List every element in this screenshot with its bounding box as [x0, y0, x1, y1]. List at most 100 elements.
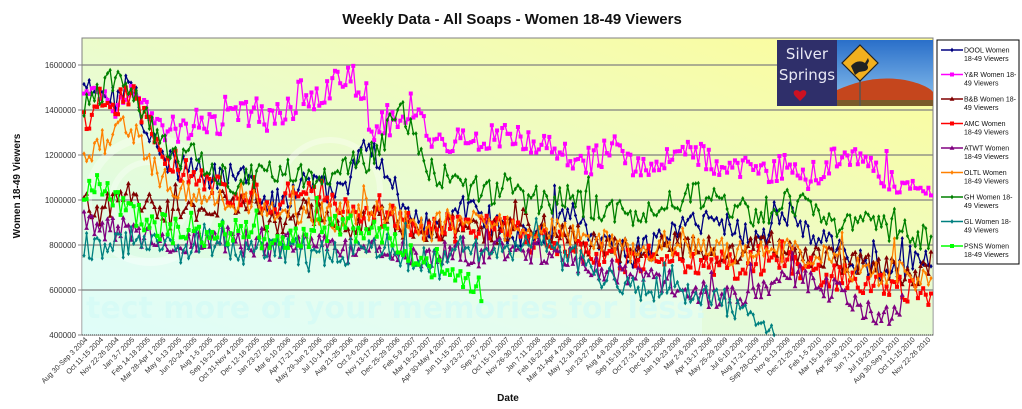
yr-series-point — [547, 134, 552, 139]
amc-series-point — [722, 259, 727, 264]
oltl-series-point — [477, 213, 481, 219]
amc-series-point — [197, 178, 202, 183]
gl-series-point — [218, 241, 222, 247]
oltl-series-point — [393, 205, 397, 211]
gl-series-point — [474, 237, 478, 243]
bb-series-point — [559, 222, 565, 227]
psns-series-point — [471, 290, 476, 295]
yr-series-point — [732, 158, 737, 163]
gl-series-point — [592, 271, 596, 277]
dool-series-point — [126, 79, 131, 85]
dool-series-point — [92, 89, 97, 94]
oltl-series-point — [142, 156, 146, 162]
psns-series-point — [314, 195, 319, 200]
atwt-series-point — [831, 276, 837, 282]
bb-series-point — [86, 208, 92, 213]
oltl-series-point — [398, 208, 402, 214]
atwt-series-point — [222, 248, 228, 254]
atwt-series-point — [133, 228, 139, 233]
gh-series-point — [398, 102, 402, 107]
oltl-series-point — [898, 259, 902, 265]
dool-series-point — [456, 210, 460, 216]
bb-series-point — [126, 180, 131, 186]
gh-series-point — [837, 228, 842, 233]
atwt-series-point — [633, 276, 638, 281]
dool-series-point — [911, 266, 915, 271]
gl-series-point — [456, 241, 460, 246]
gl-series-point — [563, 249, 567, 254]
bb-series-point — [196, 207, 202, 212]
gl-series-point — [573, 243, 578, 249]
dool-series-point — [913, 250, 917, 255]
dool-series-point — [390, 185, 395, 191]
gh-series-point — [858, 213, 863, 219]
gh-series-point — [435, 182, 439, 188]
legend-swatch-point — [950, 121, 954, 126]
gh-series-point — [469, 183, 473, 188]
amc-series-point — [257, 198, 262, 203]
atwt-series-point — [126, 222, 131, 227]
oltl-series-point — [628, 259, 632, 265]
oltl-series-point — [275, 214, 280, 220]
dool-series-point — [542, 240, 546, 245]
oltl-series-point — [500, 223, 504, 229]
gh-series-point — [317, 174, 321, 180]
oltl-series-point — [571, 223, 575, 229]
yr-series-point — [408, 91, 413, 96]
oltl-series-point — [892, 236, 897, 242]
dool-series-point — [908, 244, 912, 249]
gh-series-point — [623, 210, 627, 216]
yr-series-point — [617, 143, 622, 148]
gh-series-point — [377, 152, 382, 157]
gh-series-point — [843, 218, 847, 223]
logo-panel — [777, 40, 837, 106]
dool-series-point — [244, 180, 248, 185]
gh-series-point — [215, 181, 219, 186]
bb-series-point — [769, 229, 774, 234]
amc-series-point — [207, 176, 212, 181]
oltl-series-point — [743, 243, 747, 249]
yr-series-point — [586, 145, 591, 150]
gh-series-point — [262, 167, 266, 173]
gh-series-point — [769, 210, 774, 216]
amc-series-point — [505, 232, 510, 237]
yr-series-point — [471, 139, 476, 144]
legend-label: PSNS Women — [964, 244, 1009, 251]
oltl-series-point — [307, 196, 311, 202]
yr-series-point — [521, 147, 526, 152]
oltl-series-point — [301, 205, 306, 210]
oltl-series-point — [215, 199, 219, 205]
bb-series-point — [426, 218, 432, 223]
oltl-series-point — [139, 133, 144, 139]
yr-series-point — [100, 93, 105, 98]
amc-series-point — [202, 187, 207, 192]
amc-series-point — [427, 221, 432, 226]
atwt-series-point — [505, 253, 510, 259]
yr-series-point — [495, 128, 500, 133]
gh-series-point — [270, 174, 274, 180]
gh-series-point — [840, 225, 844, 231]
amc-series-point — [576, 239, 581, 244]
gh-series-point — [252, 184, 256, 190]
amc-series-point — [565, 254, 570, 259]
psns-series-point — [306, 245, 311, 250]
gl-series-point — [189, 249, 193, 255]
atwt-series-point — [264, 241, 270, 246]
gh-series-point — [147, 126, 151, 132]
dool-series-point — [780, 210, 784, 216]
yr-series-point — [442, 142, 447, 147]
gl-series-point — [610, 269, 614, 275]
yr-series-point — [725, 170, 730, 175]
gh-series-point — [874, 226, 878, 232]
gl-series-point — [430, 263, 434, 269]
yr-series-point — [806, 186, 811, 191]
bb-series-point — [463, 223, 469, 228]
gl-series-point — [469, 251, 473, 256]
gh-series-point — [171, 146, 175, 152]
amc-series-point — [126, 102, 131, 107]
gl-series-point — [103, 242, 107, 247]
dool-series-point — [299, 177, 303, 183]
oltl-series-point — [113, 122, 117, 128]
gh-series-point — [877, 214, 881, 220]
gl-series-point — [722, 287, 727, 293]
